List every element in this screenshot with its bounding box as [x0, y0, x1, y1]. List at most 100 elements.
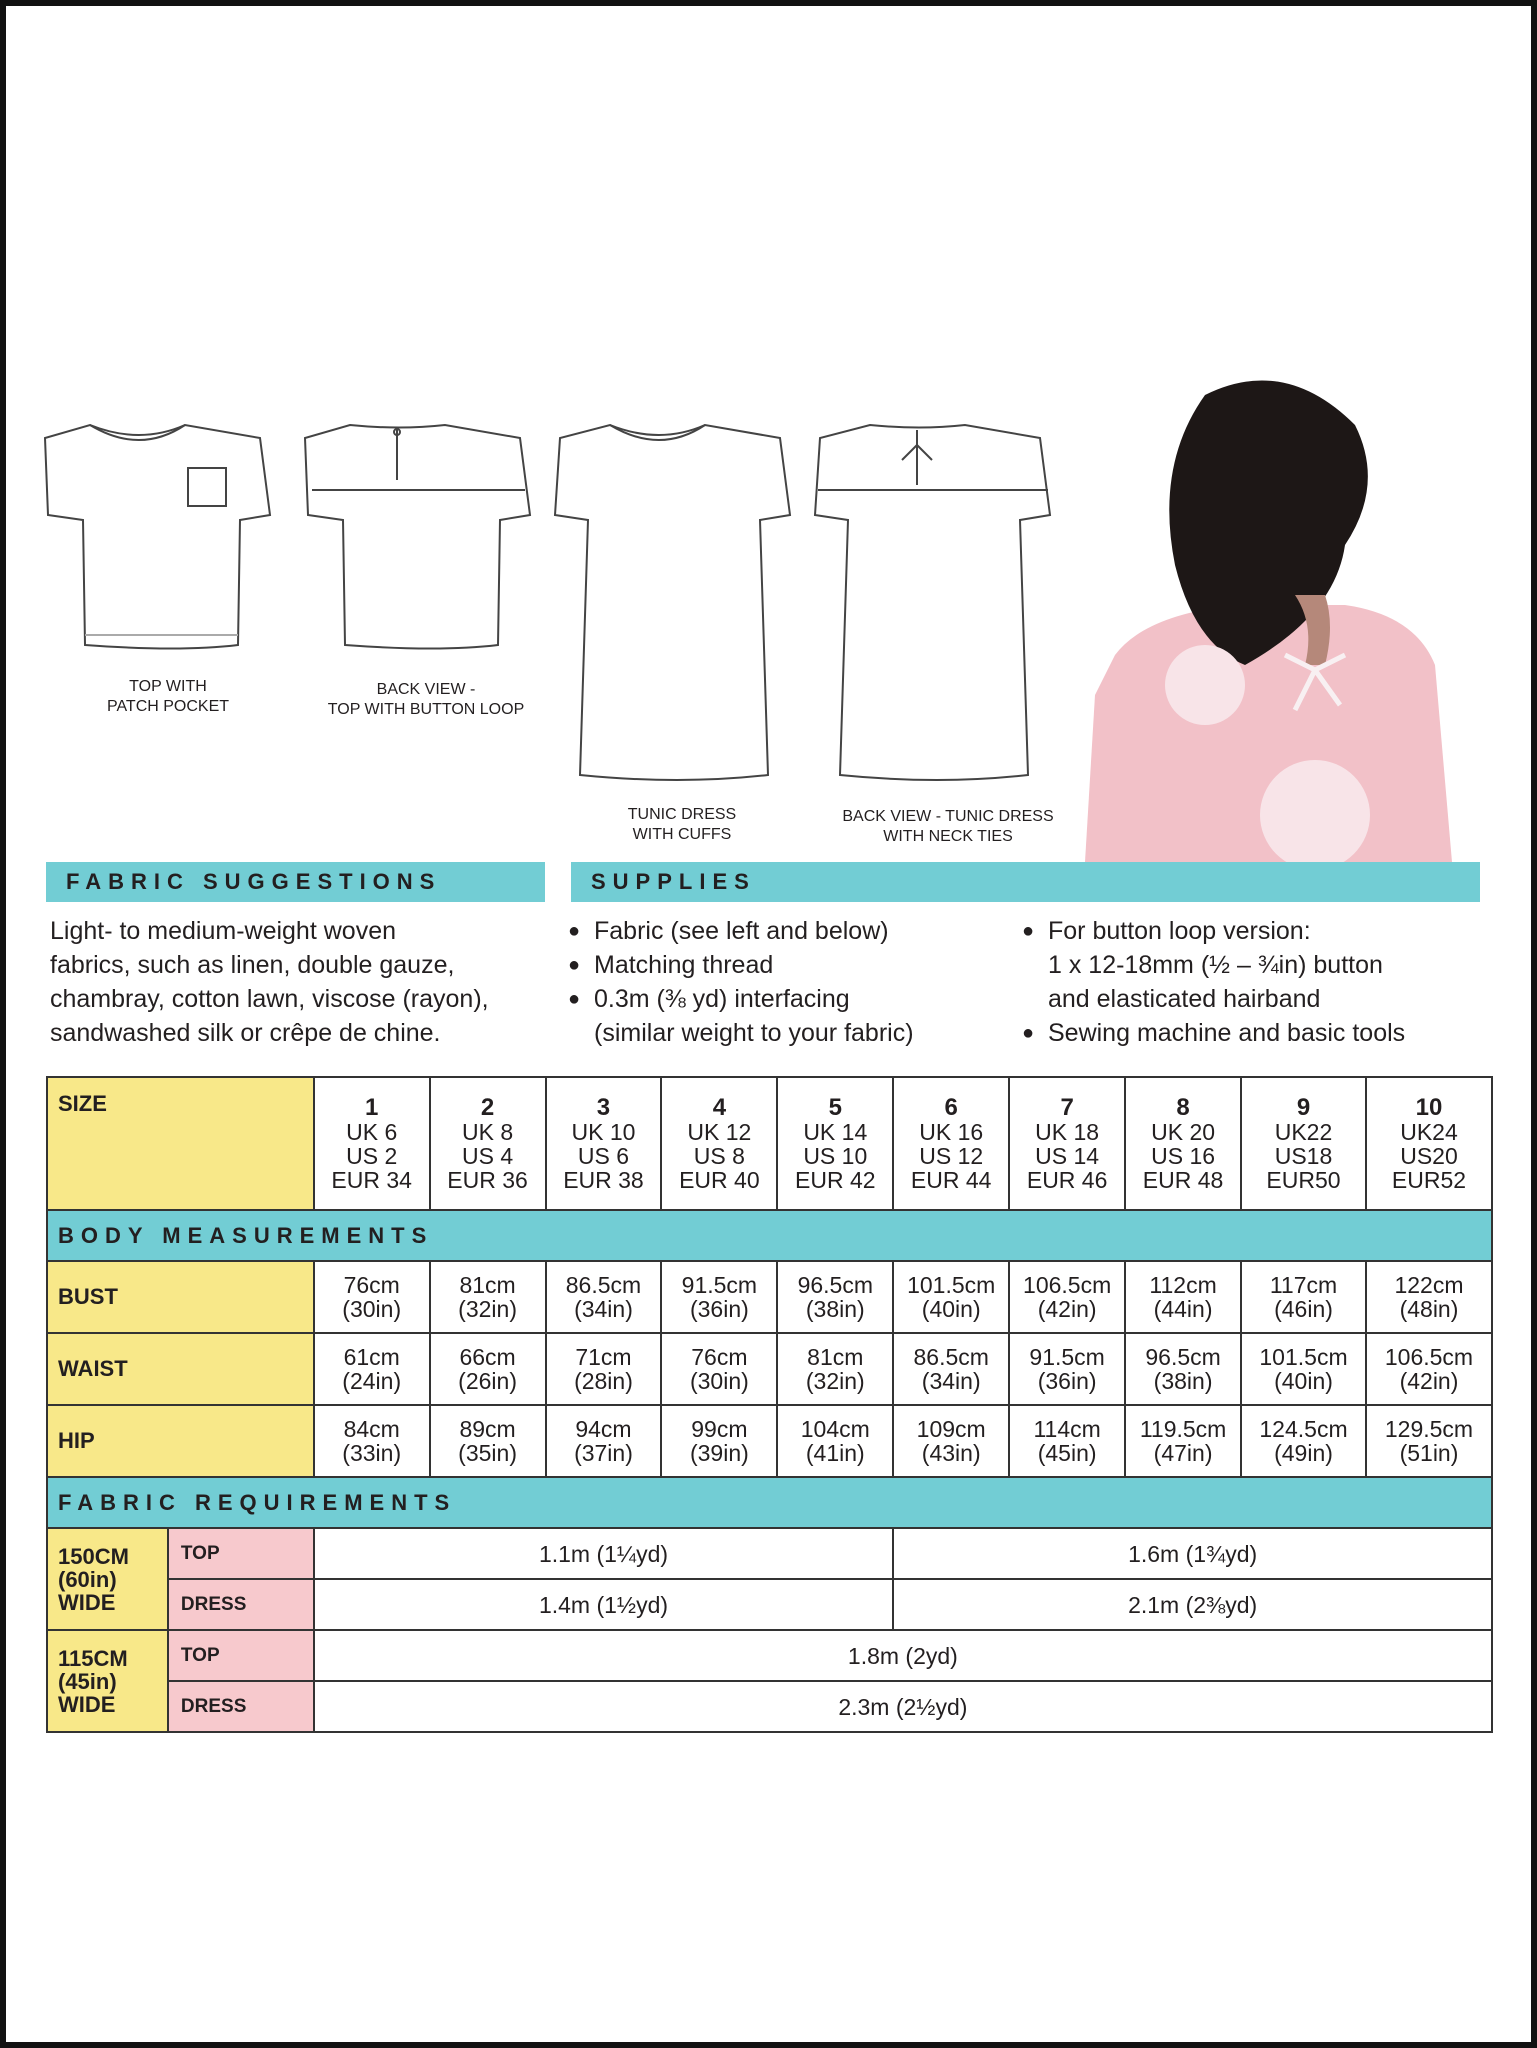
cell-text: 91.5cm	[681, 1272, 758, 1298]
measurement-cell: 71cm (28in)	[544, 1332, 663, 1406]
measurement-label: BUST	[46, 1260, 315, 1334]
garment-label: DRESS	[166, 1578, 315, 1631]
fabric-width-label: 115CM (45in) WIDE	[46, 1629, 169, 1733]
cell-text: (32in)	[458, 1296, 517, 1322]
measurement-cell: 119.5cm (47in)	[1124, 1404, 1243, 1478]
cell-text: (42in)	[1399, 1368, 1459, 1394]
cell-text: (34in)	[921, 1368, 981, 1394]
garment-label: DRESS	[166, 1680, 315, 1733]
cell-text: 122cm	[1394, 1272, 1464, 1298]
measurement-cell: 106.5cm (42in)	[1364, 1332, 1494, 1406]
caption-back-top-button-loop: Back view - top with button loop	[327, 681, 525, 718]
supplies-list-2: ● For button loop version: 1 x 12-18mm (½ …	[1022, 914, 1405, 1050]
measurement-cell: 76cm (30in)	[660, 1332, 779, 1406]
measurement-cell: 91.5cm (36in)	[1008, 1332, 1127, 1406]
measurement-cell: 89cm (35in)	[428, 1404, 547, 1478]
supply-item: (similar weight to your fabric)	[568, 1016, 914, 1050]
cell-text: US 14	[1035, 1142, 1100, 1169]
size-header-cell: 7 UK 18 US 14 EUR 46	[1008, 1076, 1127, 1211]
cell-text: (46in)	[1274, 1296, 1333, 1322]
cell-text: 81cm	[459, 1272, 516, 1298]
cell-text: (40in)	[921, 1296, 981, 1322]
cell-text: 112cm	[1149, 1272, 1217, 1298]
garment-label: TOP	[166, 1527, 315, 1580]
fabric-suggestions-header: FABRIC SUGGESTIONS	[46, 862, 545, 902]
fabric-row: DRESS 1.4m (1½yd) 2.1m (2⅜yd)	[47, 1578, 1493, 1631]
cell-text: US 4	[462, 1142, 514, 1169]
cell-text: EUR50	[1266, 1166, 1341, 1193]
body-measurements-header-row: BODY MEASUREMENTS	[46, 1209, 1493, 1262]
measurement-cell: 84cm (33in)	[312, 1404, 431, 1478]
cell-text: UK 18	[1035, 1118, 1100, 1145]
measurement-cell: 81cm (32in)	[428, 1260, 547, 1334]
measurement-cell: 114cm (45in)	[1008, 1404, 1127, 1478]
cell-text: UK 12	[687, 1118, 752, 1145]
back-tunic-neck-ties-flat	[813, 423, 1052, 781]
cell-text: (24in)	[342, 1368, 402, 1394]
measurement-cell: 81cm (32in)	[776, 1332, 895, 1406]
cell-text: UK 8	[462, 1118, 514, 1145]
cell-text: 66cm	[459, 1344, 516, 1370]
supplies-list-1: ● Fabric (see left and below) ● Matching th…	[568, 914, 914, 1050]
cell-text: 8	[1176, 1093, 1190, 1121]
measurement-cell: 106.5cm (42in)	[1008, 1260, 1127, 1334]
measurement-row-waist: WAIST 61cm (24in) 66cm (26in) 71cm (28in) 76cm(…	[46, 1332, 1494, 1406]
fabric-requirements-header-row: FABRIC REQUIREMENTS	[46, 1476, 1493, 1529]
cell-text: EUR 44	[910, 1166, 992, 1193]
cell-text: BODY MEASUREMENTS	[58, 1222, 434, 1248]
fabric-amount-cell: 2.3m (2½yd)	[312, 1680, 1494, 1733]
cell-text: 106.5cm	[1023, 1272, 1112, 1298]
measurement-cell: 101.5cm (40in)	[892, 1260, 1011, 1334]
measurement-cell: 112cm (44in)	[1124, 1260, 1243, 1334]
cell-text: (39in)	[689, 1440, 749, 1466]
cell-text: WAIST	[58, 1356, 128, 1381]
bullet-icon: ●	[568, 954, 581, 976]
cell-text: 119.5cm	[1139, 1416, 1227, 1442]
cell-text: (36in)	[1037, 1368, 1097, 1394]
cell-text: 86.5cm	[565, 1272, 642, 1298]
cell-text: US 12	[919, 1142, 984, 1169]
cell-text: 101.5cm	[907, 1272, 996, 1298]
measurement-cell: 122cm (48in)	[1364, 1260, 1494, 1334]
cell-text: 86.5cm	[913, 1344, 989, 1370]
cell-text: US 16	[1151, 1142, 1216, 1169]
cell-text: 114cm	[1033, 1416, 1101, 1442]
measurement-cell: 104cm (41in)	[776, 1404, 895, 1478]
cell-text: EUR 42	[795, 1166, 876, 1193]
cell-text: DRESS	[180, 1593, 247, 1615]
cell-text: FABRIC REQUIREMENTS	[58, 1489, 457, 1515]
cell-text: EUR 34	[331, 1166, 412, 1193]
cell-text: (38in)	[1153, 1368, 1213, 1394]
measurement-cell: 66cm (26in)	[428, 1332, 547, 1406]
model-photo	[1085, 365, 1452, 862]
fabric-amount-cell: 1.8m (2yd)	[312, 1629, 1494, 1682]
measurement-cell: 94cm (37in)	[544, 1404, 663, 1478]
cell-text: 96.5cm	[1145, 1344, 1221, 1370]
size-header-cell: 5 UK 14 US 10 EUR 42	[776, 1076, 895, 1211]
cell-text: UK 10	[571, 1118, 636, 1145]
cell-text: (30in)	[689, 1368, 749, 1394]
cell-text: 124.5cm	[1259, 1416, 1348, 1442]
supply-text: and elasticated hairband	[1048, 985, 1321, 1013]
cell-text: (44in)	[1153, 1296, 1213, 1322]
size-header-cell: 8 UK 20 US 16 EUR 48	[1124, 1076, 1243, 1211]
cell-text: EUR52	[1391, 1166, 1467, 1193]
top-patch-pocket-flat	[43, 423, 272, 650]
cell-text: (40in)	[1274, 1368, 1333, 1394]
measurement-cell: 124.5cm (49in)	[1240, 1404, 1367, 1478]
cell-text: WIDE	[58, 1691, 116, 1717]
supply-text: (similar weight to your fabric)	[594, 1019, 914, 1047]
cell-text: 1.8m (2yd)	[847, 1642, 958, 1669]
cell-text: 106.5cm	[1384, 1344, 1474, 1370]
cell-text: (30in)	[342, 1296, 402, 1322]
cell-text: 91.5cm	[1029, 1344, 1105, 1370]
measurement-cell: 101.5cm (40in)	[1240, 1332, 1367, 1406]
bullet-icon	[1022, 982, 1048, 1016]
cell-text: (34in)	[574, 1296, 633, 1322]
cell-text: SIZE	[58, 1091, 107, 1116]
measurement-cell: 96.5cm (38in)	[1124, 1332, 1243, 1406]
cell-text: (49in)	[1274, 1440, 1333, 1466]
cell-text: 6	[944, 1093, 958, 1121]
measurement-cell: 86.5cm (34in)	[892, 1332, 1011, 1406]
